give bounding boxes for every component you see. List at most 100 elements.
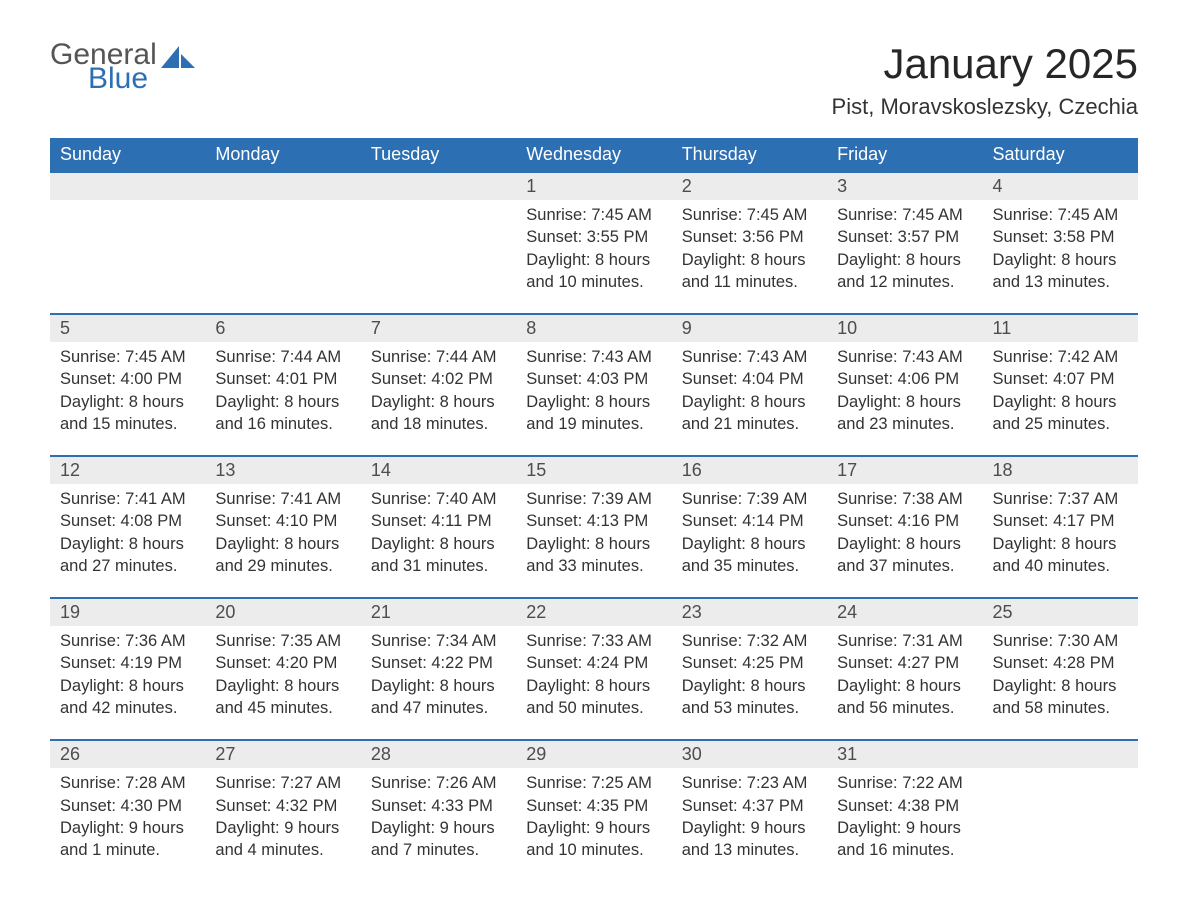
daylight-line: Daylight: 8 hours and 16 minutes. <box>215 391 350 436</box>
day-content-cell: Sunrise: 7:44 AMSunset: 4:01 PMDaylight:… <box>205 342 360 456</box>
day-number-cell: 13 <box>205 456 360 484</box>
sunrise-line: Sunrise: 7:26 AM <box>371 772 506 794</box>
day-number-cell: 17 <box>827 456 982 484</box>
sunrise-line: Sunrise: 7:43 AM <box>837 346 972 368</box>
day-number-row: 1234 <box>50 172 1138 200</box>
day-content-cell <box>361 200 516 314</box>
sunrise-line: Sunrise: 7:45 AM <box>682 204 817 226</box>
day-number-cell: 7 <box>361 314 516 342</box>
day-content-row: Sunrise: 7:41 AM Sunset: 4:08 PM Daylight:… <box>50 484 1138 598</box>
day-number-cell: 6 <box>205 314 360 342</box>
day-content-row: Sunrise: 7:28 AMSunset: 4:30 PMDaylight:… <box>50 768 1138 881</box>
daylight-line: Daylight: 9 hours and 16 minutes. <box>837 817 972 862</box>
day-number-cell <box>205 172 360 200</box>
day-number-cell: 24 <box>827 598 982 626</box>
day-content-cell: Sunrise: 7:23 AMSunset: 4:37 PMDaylight:… <box>672 768 827 881</box>
daylight-line: Daylight: 8 hours and 18 minutes. <box>371 391 506 436</box>
day-content-cell: Sunrise: 7:38 AMSunset: 4:16 PMDaylight:… <box>827 484 982 598</box>
sunset-line: Sunset: 4:14 PM <box>682 510 817 532</box>
day-content-cell <box>50 200 205 314</box>
day-number-cell: 22 <box>516 598 671 626</box>
sunrise-line: Sunrise: 7:32 AM <box>682 630 817 652</box>
sunset-line: Sunset: 4:19 PM <box>60 652 195 674</box>
day-content-row: Sunrise: 7:45 AMSunset: 4:00 PMDaylight:… <box>50 342 1138 456</box>
sunrise-line: Sunrise: 7:33 AM <box>526 630 661 652</box>
sunrise-line: Sunrise: 7:27 AM <box>215 772 350 794</box>
day-content-cell: Sunrise: 7:45 AMSunset: 4:00 PMDaylight:… <box>50 342 205 456</box>
sunrise-line: Sunrise: 7:28 AM <box>60 772 195 794</box>
daylight-line: Daylight: 8 hours and 10 minutes. <box>526 249 661 294</box>
day-number-cell: 4 <box>983 172 1138 200</box>
daylight-line: Daylight: 8 hours and 40 minutes. <box>993 533 1128 578</box>
logo: General Blue <box>50 40 195 94</box>
sunset-line: Sunset: 4:10 PM <box>215 510 350 532</box>
daylight-line: Daylight: 8 hours and 35 minutes. <box>682 533 817 578</box>
sunrise-line: Sunrise: 7:40 AM <box>371 488 506 510</box>
daylight-line: Daylight: 8 hours and 58 minutes. <box>993 675 1128 720</box>
day-number-cell: 23 <box>672 598 827 626</box>
sunset-line: Sunset: 4:06 PM <box>837 368 972 390</box>
sunrise-line: Sunrise: 7:36 AM <box>60 630 195 652</box>
sunset-line: Sunset: 3:57 PM <box>837 226 972 248</box>
month-title: January 2025 <box>832 40 1138 88</box>
weekday-header: Friday <box>827 138 982 172</box>
daylight-line: Daylight: 8 hours and 37 minutes. <box>837 533 972 578</box>
weekday-header: Wednesday <box>516 138 671 172</box>
day-number-cell: 5 <box>50 314 205 342</box>
day-number-row: 12131415161718 <box>50 456 1138 484</box>
day-number-cell: 25 <box>983 598 1138 626</box>
sunrise-line: Sunrise: 7:41 AM <box>215 488 350 510</box>
sunset-line: Sunset: 4:35 PM <box>526 795 661 817</box>
day-number-cell: 8 <box>516 314 671 342</box>
daylight-line: Daylight: 9 hours and 4 minutes. <box>215 817 350 862</box>
sunset-line: Sunset: 4:20 PM <box>215 652 350 674</box>
sunset-line: Sunset: 4:03 PM <box>526 368 661 390</box>
sunset-line: Sunset: 3:55 PM <box>526 226 661 248</box>
day-content-cell: Sunrise: 7:41 AMSunset: 4:08 PMDaylight:… <box>50 484 205 598</box>
day-number-cell <box>983 740 1138 768</box>
daylight-line: Daylight: 8 hours and 25 minutes. <box>993 391 1128 436</box>
sunset-line: Sunset: 4:08 PM <box>60 510 195 532</box>
sunrise-line: Sunrise: 7:45 AM <box>526 204 661 226</box>
weekday-header-row: SundayMondayTuesdayWednesdayThursdayFrid… <box>50 138 1138 172</box>
day-content-cell: Sunrise: 7:27 AMSunset: 4:32 PMDaylight:… <box>205 768 360 881</box>
day-content-cell: Sunrise: 7:22 AMSunset: 4:38 PMDaylight:… <box>827 768 982 881</box>
daylight-line: Daylight: 8 hours and 21 minutes. <box>682 391 817 436</box>
day-number-cell: 1 <box>516 172 671 200</box>
day-number-cell <box>361 172 516 200</box>
day-content-cell <box>983 768 1138 881</box>
sunset-line: Sunset: 4:04 PM <box>682 368 817 390</box>
day-number-cell: 26 <box>50 740 205 768</box>
sunrise-line: Sunrise: 7:30 AM <box>993 630 1128 652</box>
daylight-line: Daylight: 8 hours and 42 minutes. <box>60 675 195 720</box>
sunset-line: Sunset: 4:37 PM <box>682 795 817 817</box>
sunset-line: Sunset: 4:01 PM <box>215 368 350 390</box>
sunset-line: Sunset: 3:58 PM <box>993 226 1128 248</box>
sunrise-line: Sunrise: 7:37 AM <box>993 488 1128 510</box>
day-content-cell: Sunrise: 7:32 AMSunset: 4:25 PMDaylight:… <box>672 626 827 740</box>
day-number-cell: 31 <box>827 740 982 768</box>
weekday-header: Monday <box>205 138 360 172</box>
sunrise-line: Sunrise: 7:45 AM <box>60 346 195 368</box>
logo-word-2: Blue <box>88 64 195 94</box>
day-number-cell: 16 <box>672 456 827 484</box>
sunset-line: Sunset: 4:32 PM <box>215 795 350 817</box>
day-content-cell: Sunrise: 7:36 AMSunset: 4:19 PMDaylight:… <box>50 626 205 740</box>
daylight-line: Daylight: 8 hours and 56 minutes. <box>837 675 972 720</box>
daylight-line: Daylight: 8 hours and 50 minutes. <box>526 675 661 720</box>
day-number-cell: 2 <box>672 172 827 200</box>
daylight-line: Daylight: 8 hours and 13 minutes. <box>993 249 1128 294</box>
sunrise-line: Sunrise: 7:43 AM <box>526 346 661 368</box>
day-number-cell: 19 <box>50 598 205 626</box>
day-content-cell <box>205 200 360 314</box>
daylight-line: Daylight: 8 hours and 11 minutes. <box>682 249 817 294</box>
day-content-cell: Sunrise: 7:43 AMSunset: 4:03 PMDaylight:… <box>516 342 671 456</box>
weekday-header: Thursday <box>672 138 827 172</box>
day-content-cell: Sunrise: 7:28 AMSunset: 4:30 PMDaylight:… <box>50 768 205 881</box>
weekday-header: Sunday <box>50 138 205 172</box>
sunset-line: Sunset: 4:13 PM <box>526 510 661 532</box>
sunset-line: Sunset: 4:25 PM <box>682 652 817 674</box>
day-content-cell: Sunrise: 7:45 AMSunset: 3:58 PMDaylight:… <box>983 200 1138 314</box>
day-content-cell: Sunrise: 7:43 AMSunset: 4:06 PMDaylight:… <box>827 342 982 456</box>
day-content-cell: Sunrise: 7:33 AMSunset: 4:24 PMDaylight:… <box>516 626 671 740</box>
